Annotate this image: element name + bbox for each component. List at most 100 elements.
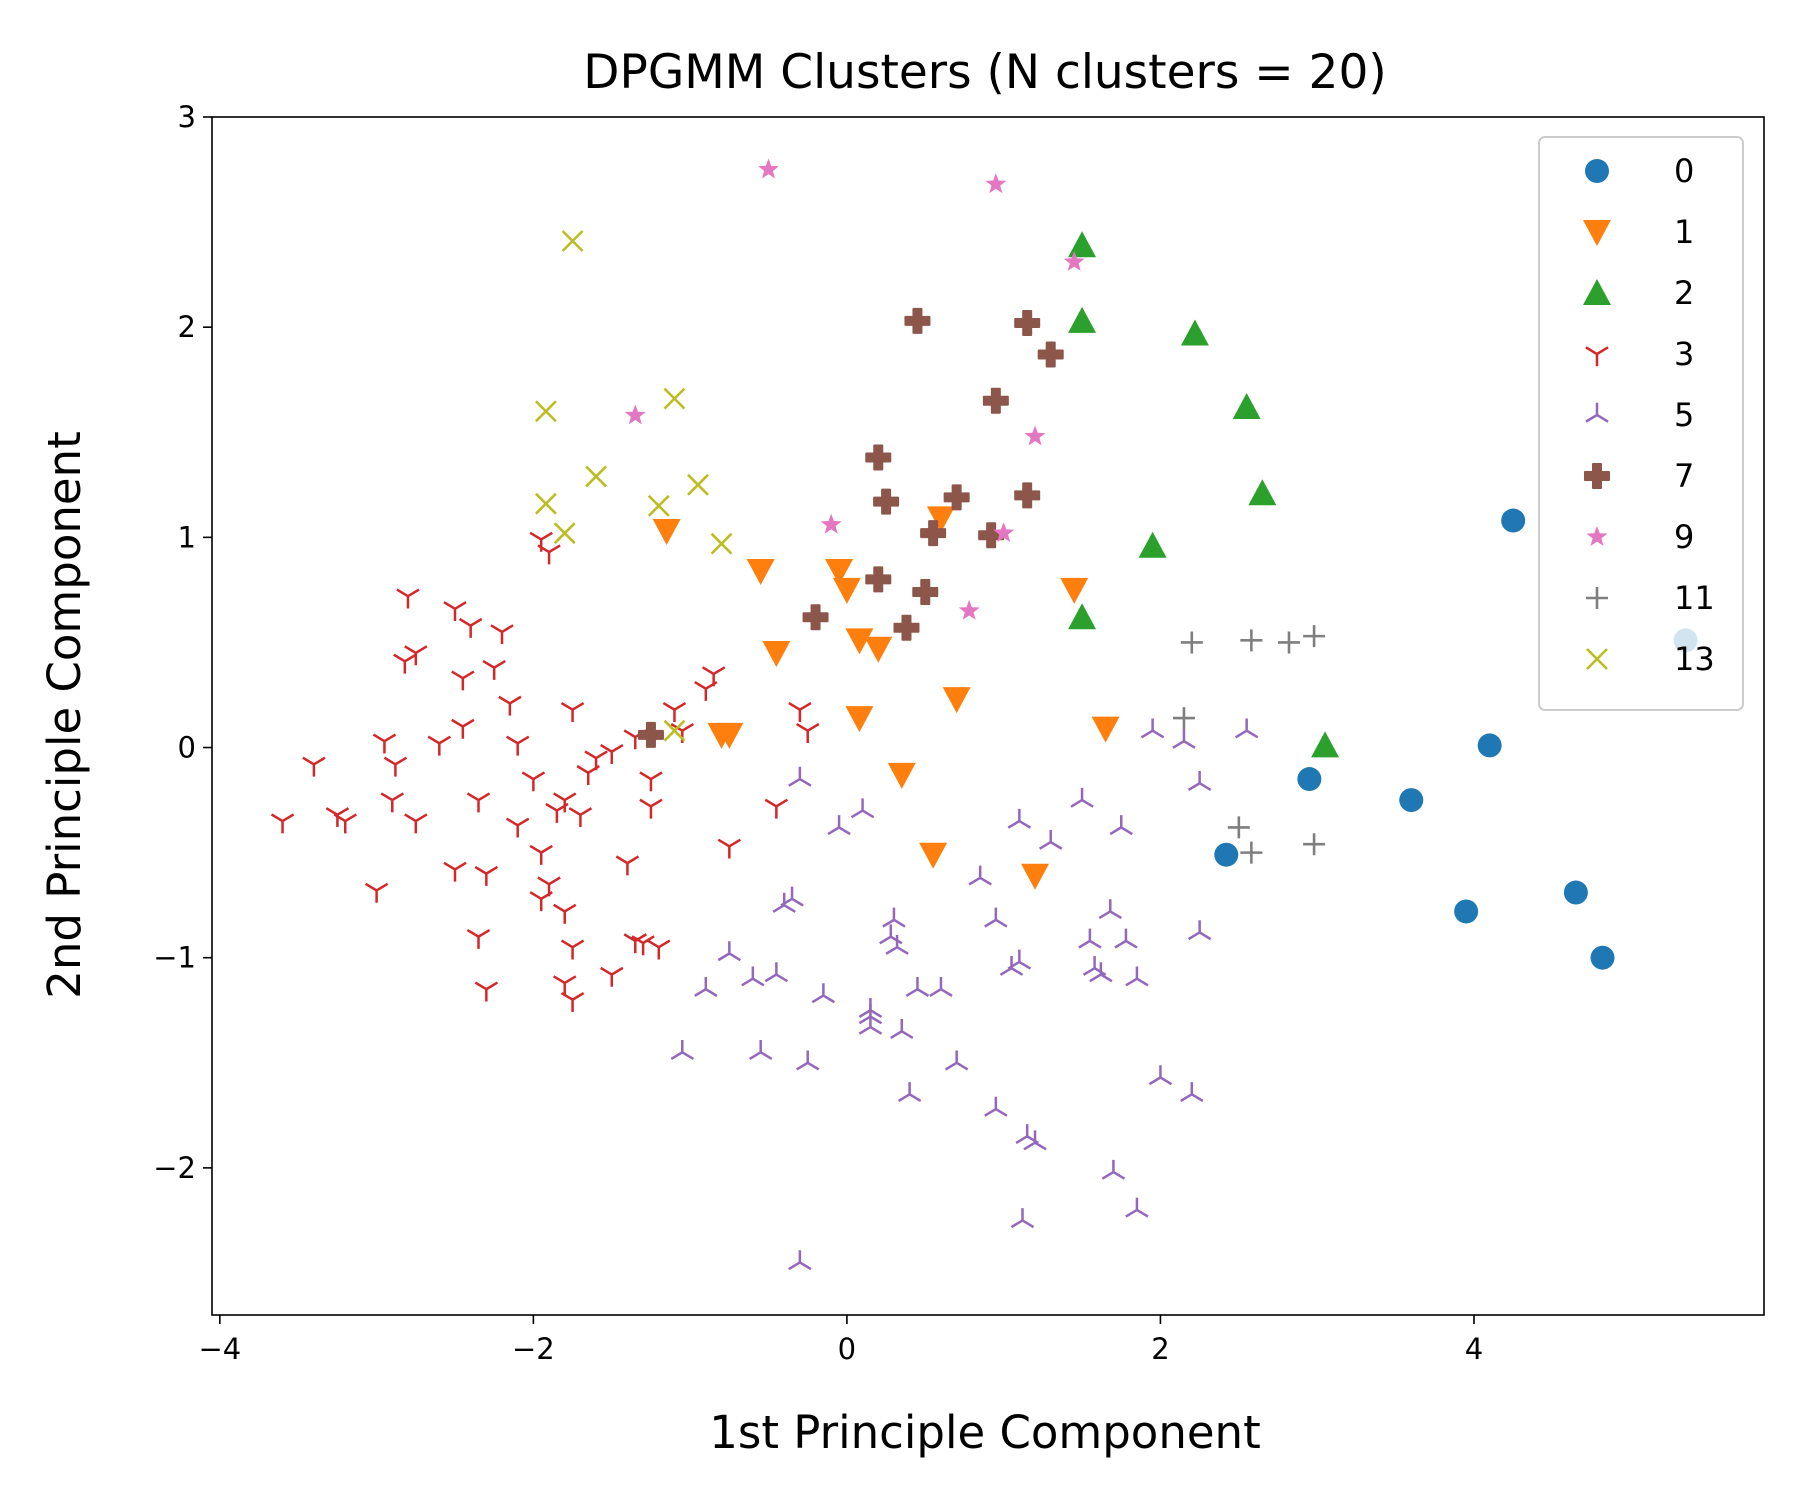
y-tick-label: 0 [178, 731, 196, 765]
series-1 [652, 506, 1120, 890]
data-point [858, 997, 883, 1018]
data-point [788, 701, 812, 722]
data-point [568, 807, 593, 828]
data-point [1214, 842, 1239, 867]
data-point [796, 722, 820, 743]
data-point [1089, 962, 1113, 983]
data-point [1014, 482, 1041, 509]
legend-marker [1585, 346, 1609, 367]
legend-item-1: 1 [1583, 213, 1694, 251]
legend-item-7: 7 [1584, 457, 1694, 495]
data-point [1232, 393, 1261, 420]
data-point [912, 578, 939, 605]
data-point [474, 865, 499, 886]
data-point [498, 695, 522, 716]
legend-marker [1585, 159, 1609, 183]
data-point [864, 636, 893, 663]
data-point [529, 844, 553, 865]
data-point [1138, 531, 1167, 558]
data-point [466, 928, 491, 949]
data-point [600, 744, 624, 764]
data-point [1091, 716, 1120, 743]
data-point [615, 855, 640, 876]
data-point [1063, 251, 1085, 271]
data-point [717, 838, 742, 859]
axis-ticks: −4 −2 0 2 4 −2 −1 0 1 2 3 [153, 100, 1483, 1366]
data-point [879, 924, 903, 945]
data-point [1311, 731, 1340, 758]
data-point [1180, 1082, 1204, 1103]
data-point [825, 558, 854, 585]
data-point [1114, 928, 1138, 949]
data-point [1563, 880, 1588, 905]
data-point [482, 659, 506, 680]
legend-label: 5 [1674, 396, 1694, 434]
data-point [845, 706, 874, 733]
data-point [1010, 1208, 1035, 1229]
y-tick-label: 2 [178, 310, 196, 344]
data-point [639, 771, 663, 792]
y-tick-label: −2 [153, 1151, 196, 1185]
data-point [1021, 863, 1050, 890]
data-point [624, 404, 646, 425]
data-point [1024, 425, 1046, 446]
data-point [1098, 899, 1122, 920]
legend-item-3: 3 [1585, 335, 1694, 373]
legend: 0 1 2 3 5 7 9 11 13 [1538, 136, 1744, 711]
data-point [827, 815, 851, 836]
data-point [553, 903, 577, 924]
data-point [584, 750, 608, 771]
data-point [741, 966, 765, 987]
legend-marker [1583, 279, 1611, 305]
data-point [748, 1040, 773, 1060]
data-point [662, 701, 687, 722]
data-point [715, 722, 744, 749]
data-point [1140, 718, 1165, 739]
data-point [1303, 833, 1326, 856]
data-point [521, 771, 546, 792]
data-point [1109, 815, 1133, 836]
data-point [1172, 707, 1195, 730]
legend-item-5: 5 [1585, 396, 1694, 434]
data-point [887, 762, 916, 789]
legend-item-11: 11 [1586, 579, 1715, 617]
data-point [942, 687, 971, 714]
data-point [637, 721, 664, 748]
data-point [1038, 829, 1063, 850]
data-point [811, 983, 836, 1004]
legend-item-13: 13 [1586, 640, 1715, 678]
data-point [1007, 808, 1032, 829]
data-point [929, 976, 953, 997]
data-point [780, 886, 804, 907]
data-point [1277, 631, 1300, 654]
data-point [1068, 306, 1097, 333]
data-point [396, 588, 420, 609]
data-point [1014, 309, 1041, 336]
y-tick-label: 3 [178, 100, 196, 134]
data-point [904, 307, 931, 334]
data-point [865, 566, 892, 593]
data-point [451, 670, 475, 691]
data-point [466, 792, 491, 813]
legend-marker [1584, 463, 1610, 489]
x-tick-label: −4 [198, 1332, 241, 1366]
data-point [652, 519, 681, 546]
data-point [534, 492, 557, 515]
data-point [505, 735, 530, 756]
data-point [383, 756, 408, 777]
data-point [982, 387, 1009, 414]
data-point [404, 645, 428, 666]
data-point [850, 798, 875, 819]
legend-marker [1586, 648, 1608, 670]
data-point [553, 975, 577, 996]
data-point [687, 473, 709, 496]
data-point [1590, 945, 1615, 970]
data-point [985, 173, 1007, 194]
data-point [553, 792, 577, 813]
x-tick-label: 4 [1465, 1332, 1483, 1366]
series-13 [534, 230, 733, 742]
data-point [451, 718, 475, 739]
data-point [302, 756, 326, 777]
